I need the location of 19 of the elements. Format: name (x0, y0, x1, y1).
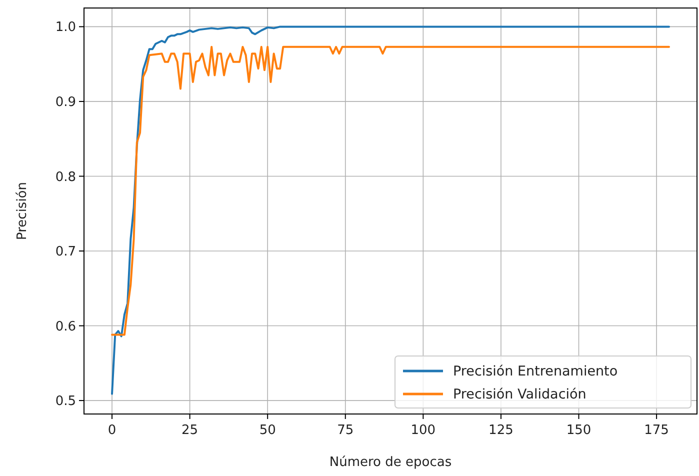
x-tick-label: 25 (182, 423, 198, 438)
y-tick-label: 0.6 (55, 319, 76, 334)
x-tick-label: 125 (488, 423, 514, 438)
line-series (111, 46, 670, 336)
x-tick-label: 150 (566, 423, 592, 438)
legend-label: Precisión Entrenamiento (453, 364, 618, 380)
x-axis-title: Número de epocas (329, 455, 452, 470)
y-tick-label: 1.0 (55, 20, 76, 36)
x-tick-label: 50 (259, 423, 276, 438)
x-tick-label: 0 (108, 423, 116, 438)
y-tick-label: 0.7 (55, 244, 76, 260)
x-tick-label: 100 (410, 423, 436, 438)
legend-label: Precisión Validación (453, 386, 586, 403)
x-tick-label: 75 (337, 423, 354, 438)
y-tick-label: 0.8 (55, 170, 76, 185)
y-axis-title: Precisión (15, 182, 30, 240)
y-tick-label: 0.5 (55, 394, 76, 410)
y-tick-label: 0.9 (55, 95, 76, 110)
x-tick-label: 175 (644, 423, 669, 438)
